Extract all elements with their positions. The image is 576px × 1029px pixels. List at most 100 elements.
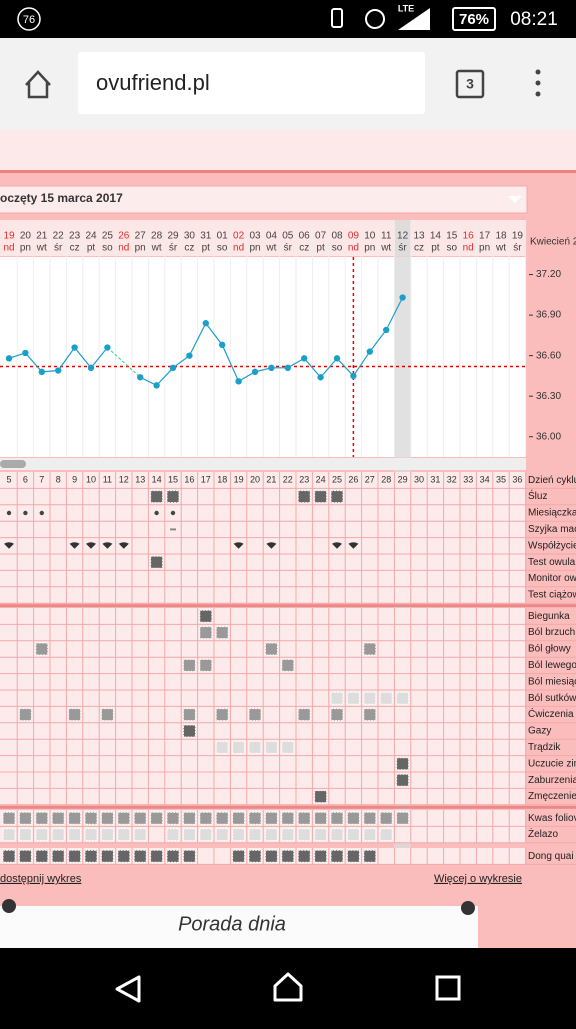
cell-icon [100, 828, 114, 842]
scrollbar-thumb [0, 460, 26, 468]
weekday-label: wt [380, 243, 391, 254]
cell-icon [348, 542, 359, 549]
cell-icon [264, 811, 278, 825]
cell-icon [232, 740, 246, 754]
cell-icon [330, 811, 344, 825]
cell-icon [84, 811, 98, 825]
cell-icon [182, 828, 196, 842]
cell-icon [314, 790, 328, 804]
home-button[interactable] [25, 70, 51, 99]
date-label: 26 [118, 231, 130, 242]
alarm-icon [365, 9, 385, 29]
weekday-label: nd [3, 243, 14, 254]
cycle-day: 24 [316, 475, 326, 485]
cell-icon [346, 691, 360, 705]
cell-icon [68, 708, 82, 722]
weekday-label: pn [135, 243, 146, 254]
cell-icon [133, 811, 147, 825]
cell-icon [330, 708, 344, 722]
row-label: Żelazo [528, 827, 558, 840]
cycle-day: 34 [480, 475, 490, 485]
tabs-button[interactable] [455, 69, 485, 99]
date-label: 19 [3, 231, 15, 242]
cell-icon [118, 542, 129, 549]
temperature-point [169, 364, 177, 372]
date-label: 31 [200, 231, 212, 242]
cell-icon [379, 828, 393, 842]
cell-icon [314, 490, 328, 504]
y-tick-label: 36.00 [536, 431, 561, 442]
cell-icon [166, 849, 180, 863]
temperature-point [284, 364, 291, 372]
date-label: 13 [413, 231, 425, 242]
cell-icon [69, 542, 80, 549]
cell-icon [68, 849, 82, 863]
temperature-point [350, 372, 357, 380]
cell-icon [18, 828, 32, 842]
pin [461, 901, 475, 915]
cell-icon [215, 708, 229, 722]
cell-icon [330, 691, 344, 705]
temperature-point [22, 349, 29, 357]
weekday-label: cz [299, 243, 309, 254]
cell-icon [23, 510, 28, 516]
temperature-point [104, 344, 111, 351]
cycle-day: 28 [381, 475, 391, 485]
cell-icon [215, 811, 229, 825]
temperature-point [383, 326, 390, 334]
temperature-point [317, 374, 324, 381]
cell-icon [264, 828, 278, 842]
cell-icon [396, 691, 410, 705]
cycle-day: 12 [119, 475, 129, 485]
weekday-label: śr [169, 243, 178, 254]
cell-icon [182, 708, 196, 722]
home-nav-button[interactable] [273, 972, 303, 1002]
share-link[interactable]: dostępnij wykres [0, 873, 82, 885]
y-tick-label: 36.60 [536, 350, 561, 361]
date-label: 04 [266, 231, 278, 242]
cycle-day: 25 [332, 475, 342, 485]
cell-icon [363, 811, 377, 825]
cell-icon [264, 849, 278, 863]
date-label: 15 [446, 231, 458, 242]
cycle-day: 17 [201, 475, 211, 485]
pin [2, 899, 16, 913]
cycle-day: 11 [103, 475, 112, 485]
url-text: ovufriend.pl [96, 70, 210, 95]
date-label: 02 [233, 231, 245, 242]
cell-icon [2, 811, 16, 825]
cell-icon [199, 658, 213, 672]
weekday-label: so [217, 243, 228, 254]
recents-button[interactable] [435, 975, 461, 1001]
cell-icon [281, 849, 295, 863]
url-bar[interactable] [78, 52, 425, 114]
weekday-label: pn [364, 243, 375, 254]
cell-icon [248, 849, 262, 863]
cycle-day: 8 [56, 475, 61, 485]
cell-icon [182, 849, 196, 863]
cell-icon [199, 828, 213, 842]
temperature-point [153, 382, 160, 389]
cell-icon [84, 849, 98, 863]
cell-icon [332, 542, 342, 549]
temperature-point [186, 352, 193, 359]
cell-icon [51, 828, 65, 842]
cell-icon [346, 828, 360, 842]
row-label: Dzień cyklu [528, 475, 576, 486]
cell-icon [100, 849, 114, 863]
back-button[interactable] [115, 975, 141, 1003]
more-link[interactable]: Więcej o wykresie [434, 873, 522, 885]
weekday-label: cz [414, 243, 424, 254]
cycle-day: 6 [23, 475, 28, 485]
cell-icon [297, 490, 311, 504]
weekday-label: pt [87, 243, 96, 254]
battery-level: 76% [459, 11, 489, 28]
cycle-select[interactable] [0, 185, 528, 214]
weekday-label: pn [479, 243, 490, 254]
row-label: Uczucie zin [528, 758, 576, 769]
cell-icon [18, 708, 32, 722]
cell-icon [51, 811, 65, 825]
cell-icon [133, 828, 147, 842]
weekday-label: wt [495, 243, 506, 254]
menu-button[interactable] [535, 69, 541, 97]
